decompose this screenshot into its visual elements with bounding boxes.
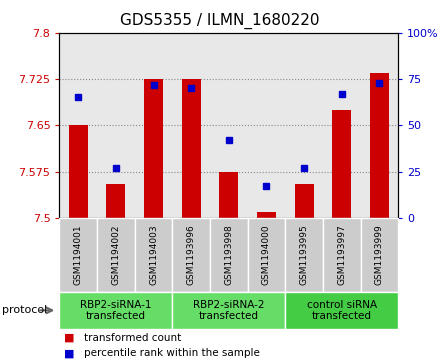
Text: GSM1193995: GSM1193995: [300, 225, 308, 285]
Bar: [220, 172, 238, 218]
Bar: [332, 110, 351, 218]
Text: transformed count: transformed count: [84, 333, 181, 343]
Text: GSM1193997: GSM1193997: [337, 225, 346, 285]
Bar: [106, 184, 125, 218]
Text: GDS5355 / ILMN_1680220: GDS5355 / ILMN_1680220: [120, 13, 320, 29]
Text: ■: ■: [64, 333, 74, 343]
Bar: [295, 184, 313, 218]
Text: GSM1193996: GSM1193996: [187, 225, 196, 285]
Text: percentile rank within the sample: percentile rank within the sample: [84, 348, 260, 358]
Bar: [257, 212, 276, 218]
Text: control siRNA
transfected: control siRNA transfected: [307, 299, 377, 321]
Text: GSM1194002: GSM1194002: [111, 225, 121, 285]
Bar: [69, 125, 88, 218]
Text: ■: ■: [64, 348, 74, 358]
Text: GSM1193999: GSM1193999: [375, 225, 384, 285]
Bar: [144, 79, 163, 218]
Text: protocol: protocol: [2, 305, 48, 315]
Bar: [182, 79, 201, 218]
Text: GSM1194000: GSM1194000: [262, 225, 271, 285]
Bar: [370, 73, 389, 218]
Text: RBP2-siRNA-2
transfected: RBP2-siRNA-2 transfected: [193, 299, 264, 321]
Text: GSM1194003: GSM1194003: [149, 225, 158, 285]
Text: GSM1193998: GSM1193998: [224, 225, 233, 285]
Text: RBP2-siRNA-1
transfected: RBP2-siRNA-1 transfected: [80, 299, 152, 321]
Text: GSM1194001: GSM1194001: [74, 225, 83, 285]
